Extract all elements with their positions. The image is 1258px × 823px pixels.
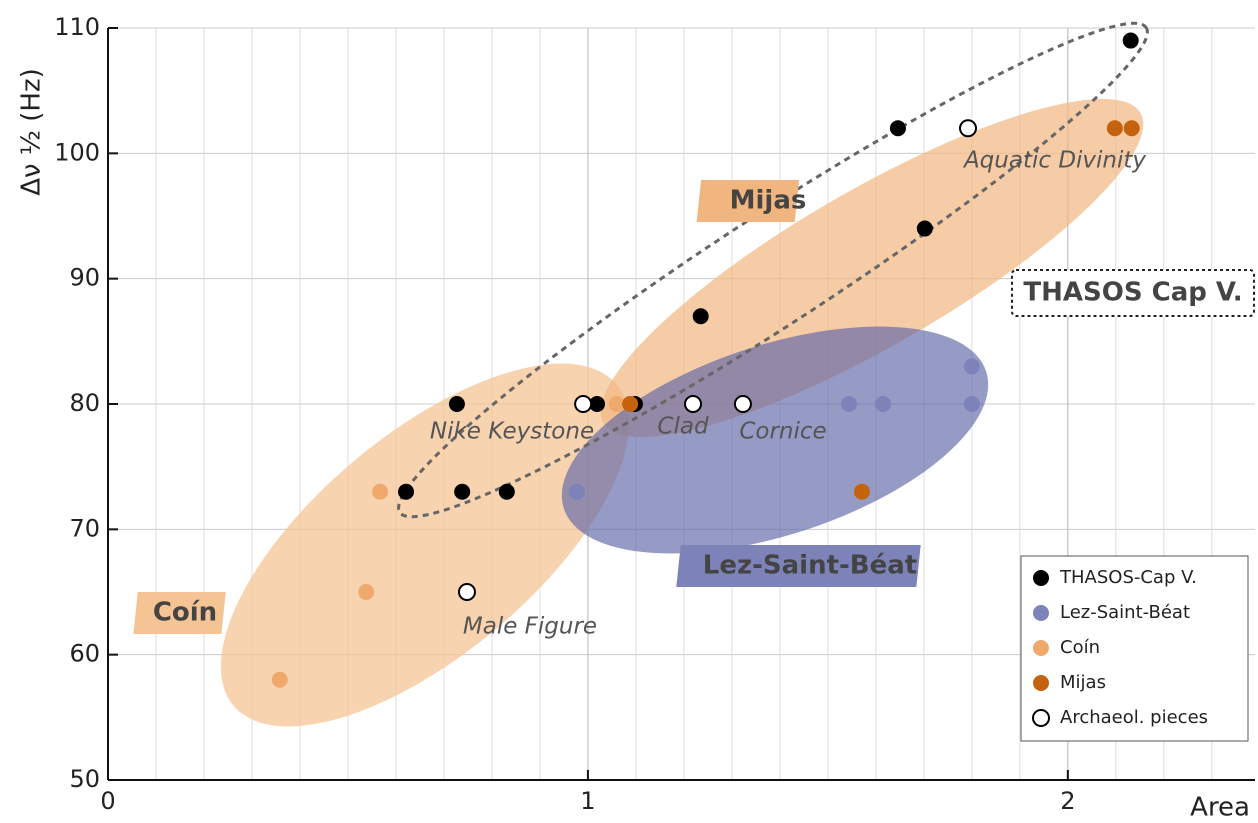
point (608, 396, 625, 412)
y-tick-label: 110 (54, 13, 100, 41)
point (733, 395, 752, 413)
point (963, 396, 980, 412)
x-axis-label: Area (1190, 793, 1250, 823)
label-bg (1011, 269, 1255, 317)
x-tick-label: 1 (580, 787, 595, 815)
mijas-region (600, 98, 1144, 438)
legend-label: Coín (1060, 637, 1100, 658)
y-tick-label: 60 (69, 640, 100, 668)
point (398, 483, 415, 500)
y-tick-label: 100 (54, 138, 100, 166)
point (916, 220, 933, 237)
point (271, 671, 288, 688)
legend-marker (1032, 709, 1050, 727)
x-tick-label: 2 (1060, 787, 1075, 815)
point (963, 358, 980, 375)
point (574, 395, 593, 413)
coin-region (220, 363, 630, 727)
legend-marker (1033, 605, 1049, 621)
legend-label: THASOS-Cap V. (1059, 567, 1197, 588)
x-tick-label: 0 (100, 787, 115, 815)
region-label: Lez-Saint-Béat (703, 551, 917, 581)
point (448, 396, 465, 412)
point (568, 483, 585, 500)
point (1123, 120, 1140, 137)
legend-box (1020, 555, 1249, 742)
region-label: Coín (153, 598, 217, 628)
legend-label: Lez-Saint-Béat (1060, 602, 1190, 623)
point (853, 483, 870, 500)
point (622, 396, 639, 412)
label-bg (696, 180, 800, 222)
label-bg (676, 545, 921, 587)
point (457, 583, 476, 601)
y-axis-label: Δν ½ (Hz) (17, 68, 47, 196)
legend-label: Archaeol. pieces (1060, 707, 1208, 728)
y-tick-label: 50 (69, 765, 100, 793)
piece-label: Nike Keystone (430, 419, 594, 445)
point (589, 396, 606, 412)
thasos-region (397, 21, 1149, 519)
piece-label: Male Figure (463, 614, 597, 640)
point (372, 483, 389, 500)
region-label: THASOS Cap V. (1023, 278, 1242, 308)
y-tick-label: 90 (69, 264, 100, 292)
lez-region (561, 326, 989, 554)
point (840, 396, 857, 412)
point (454, 483, 471, 500)
point (889, 120, 906, 137)
legend-label: Mijas (1060, 672, 1106, 693)
y-tick-label: 70 (69, 514, 100, 542)
label-bg (133, 592, 226, 634)
point (692, 308, 709, 325)
region-label: Mijas (730, 186, 807, 216)
point (875, 396, 892, 412)
piece-label: Aquatic Divinity (962, 148, 1146, 174)
legend-marker (1033, 640, 1049, 656)
marks (271, 32, 1140, 688)
point (498, 483, 515, 500)
point (1106, 120, 1123, 137)
point (959, 119, 978, 138)
point (1122, 32, 1139, 49)
point (684, 395, 703, 413)
legend-marker (1033, 570, 1049, 586)
y-tick-label: 80 (69, 389, 100, 417)
legend-marker (1033, 675, 1049, 691)
piece-label: Cornice (739, 419, 826, 445)
point (358, 584, 375, 600)
piece-label: Clad (657, 414, 709, 440)
